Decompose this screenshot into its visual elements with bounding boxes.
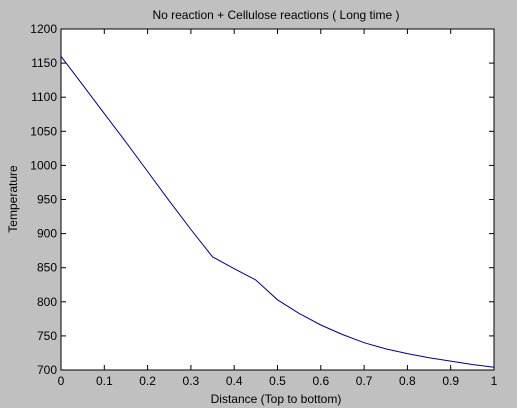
x-tick-label: 0 xyxy=(58,374,65,388)
x-tick-label: 1 xyxy=(491,374,498,388)
x-tick-label: 0.8 xyxy=(399,374,416,388)
x-tick-label: 0.9 xyxy=(442,374,459,388)
x-tick-label: 0.5 xyxy=(269,374,286,388)
y-tick-label: 950 xyxy=(37,193,57,207)
y-tick-label: 700 xyxy=(37,363,57,377)
x-axis-label: Distance (Top to bottom) xyxy=(211,392,342,406)
y-tick-label: 800 xyxy=(37,295,57,309)
y-tick-label: 1200 xyxy=(30,22,57,36)
x-tick-label: 0.4 xyxy=(226,374,243,388)
y-tick-label: 1100 xyxy=(31,90,57,104)
x-tick-label: 0.3 xyxy=(183,374,200,388)
x-tick-label: 0.2 xyxy=(139,374,156,388)
y-axis-label: Temperature xyxy=(6,165,20,233)
y-tick-label: 1000 xyxy=(30,158,57,172)
y-tick-label: 1050 xyxy=(30,124,57,138)
y-tick-label: 850 xyxy=(37,261,57,275)
x-tick-label: 0.7 xyxy=(356,374,373,388)
y-tick-label: 750 xyxy=(37,329,57,343)
chart-title: No reaction + Cellulose reactions ( Long… xyxy=(152,8,399,22)
y-tick-label: 1150 xyxy=(31,56,57,70)
x-tick-label: 0.6 xyxy=(312,374,329,388)
y-tick-label: 900 xyxy=(37,227,57,241)
x-tick-label: 0.1 xyxy=(96,374,113,388)
plot-area xyxy=(61,29,494,370)
